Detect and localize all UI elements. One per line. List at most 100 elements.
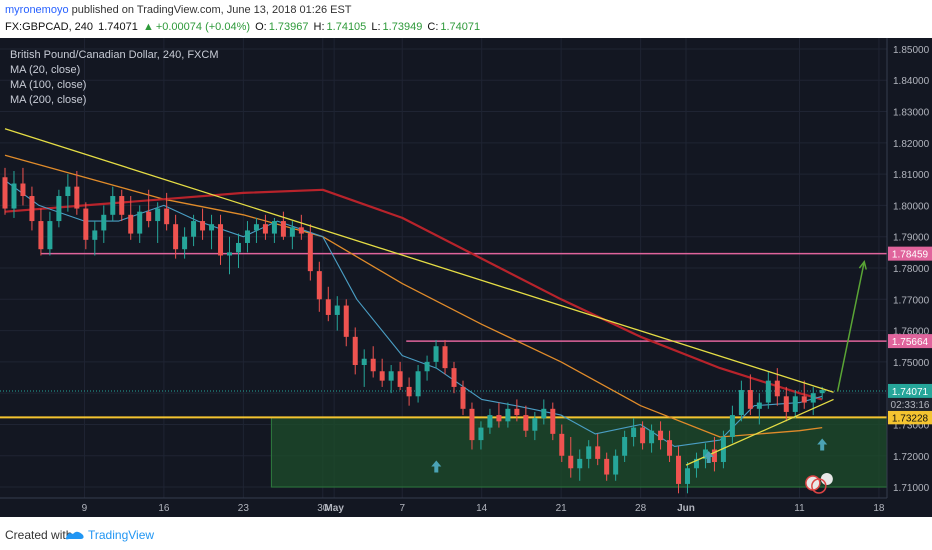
close-label: C:	[427, 21, 439, 33]
candle	[352, 327, 358, 375]
candle-body	[433, 346, 439, 362]
time-tick-label: May	[324, 503, 344, 514]
candle	[101, 205, 107, 243]
candle	[343, 299, 349, 347]
candle-body	[379, 371, 385, 381]
candle	[649, 424, 655, 453]
candle	[810, 386, 816, 416]
time-tick-label: 7	[399, 503, 405, 514]
price-chart[interactable]: 1.85000 1.84000 1.83000 1.82000 1.81000 1.800…	[0, 38, 932, 517]
ma20-line	[4, 179, 823, 447]
candle-body	[29, 196, 35, 222]
countdown-text: 02:33:16	[891, 400, 930, 411]
candle-body	[2, 177, 8, 209]
candle-body	[604, 458, 610, 475]
low-label: L:	[371, 21, 381, 33]
candle	[289, 221, 295, 250]
demand-zone	[270, 417, 888, 488]
candle-body	[137, 211, 143, 234]
candle	[271, 217, 277, 243]
price-label-text: 1.74071	[892, 387, 929, 398]
candle	[424, 355, 430, 381]
up-arrow-icon	[703, 451, 714, 464]
legend-ma100[interactable]: MA (100, close)	[10, 79, 87, 91]
candle	[667, 430, 673, 463]
candle-body	[676, 455, 682, 484]
candle-body	[334, 305, 340, 315]
candle-body	[11, 183, 17, 209]
candle-body	[514, 408, 520, 416]
candle	[128, 196, 134, 240]
candle-body	[801, 396, 807, 403]
candle-body	[640, 427, 646, 444]
footer: Created with TradingView	[0, 517, 932, 550]
candle	[182, 227, 188, 259]
candle-body	[523, 415, 529, 431]
candle	[640, 421, 646, 450]
change-value: +0.00074 (+0.04%)	[155, 21, 251, 33]
chart-canvas[interactable]: 1.85000 1.84000 1.83000 1.82000 1.81000 1.800…	[0, 38, 932, 517]
high-value: 1.74105	[326, 21, 367, 33]
candle-body	[56, 196, 62, 222]
candle	[92, 221, 98, 256]
legend-ma200[interactable]: MA (200, close)	[10, 94, 87, 106]
time-tick-label: 11	[794, 503, 805, 514]
price-tick-label: 1.73000	[893, 420, 930, 431]
candle	[209, 214, 215, 250]
candle	[622, 430, 628, 463]
price-label-text: 1.78459	[892, 250, 929, 261]
candle-body	[83, 208, 89, 240]
price-tick-label: 1.75000	[893, 358, 930, 369]
candle-body	[361, 358, 367, 366]
candle	[20, 167, 26, 206]
candle-body	[667, 440, 673, 456]
candle	[738, 380, 744, 422]
chart-legend: British Pound/Canadian Dollar, 240, FXCM…	[10, 48, 219, 108]
candle	[280, 211, 286, 240]
candle-body	[119, 196, 125, 215]
candle	[720, 430, 726, 469]
candle	[388, 365, 394, 394]
author-link[interactable]: myronemoyo	[5, 4, 69, 16]
candle-body	[747, 390, 753, 409]
candle	[119, 189, 125, 222]
up-arrow-icon	[431, 460, 442, 473]
candle-body	[65, 186, 71, 197]
candle-body	[397, 371, 403, 387]
ohlc-line: FX:GBPCAD, 240 1.74071 ▲ +0.00074 (+0.04%…	[5, 21, 482, 33]
publish-line: myronemoyo published on TradingView.com,…	[5, 4, 352, 16]
candle	[379, 358, 385, 387]
candle-body	[200, 221, 206, 231]
candle	[783, 386, 789, 422]
candle-body	[173, 224, 179, 250]
legend-ma20[interactable]: MA (20, close)	[10, 64, 81, 76]
candle-body	[568, 455, 574, 469]
change-up-icon: ▲	[142, 21, 154, 33]
candle-body	[649, 430, 655, 444]
candle-body	[110, 196, 116, 215]
tradingview-link[interactable]: TradingView	[88, 528, 155, 542]
candle	[74, 170, 80, 215]
candle	[173, 214, 179, 259]
candle-body	[424, 361, 430, 372]
candle-body	[307, 233, 313, 272]
price-tick-label: 1.82000	[893, 139, 930, 150]
high-label: H:	[313, 21, 325, 33]
candle-body	[559, 433, 565, 456]
candle-body	[595, 446, 601, 459]
candle-body	[191, 221, 197, 237]
candle-body	[702, 449, 708, 459]
candle	[559, 424, 565, 463]
candle-body	[244, 230, 250, 243]
candle-body	[155, 208, 161, 222]
trendline	[4, 128, 834, 393]
time-tick-label: 30	[317, 503, 329, 514]
candle-body	[298, 227, 304, 234]
candle-body	[478, 427, 484, 441]
created-with-label: Created with	[5, 528, 73, 542]
candle-body	[496, 415, 502, 422]
price-label-box	[888, 383, 932, 398]
candle-body	[74, 186, 80, 209]
candle	[514, 399, 520, 422]
tradingview-logo-icon	[65, 531, 84, 540]
